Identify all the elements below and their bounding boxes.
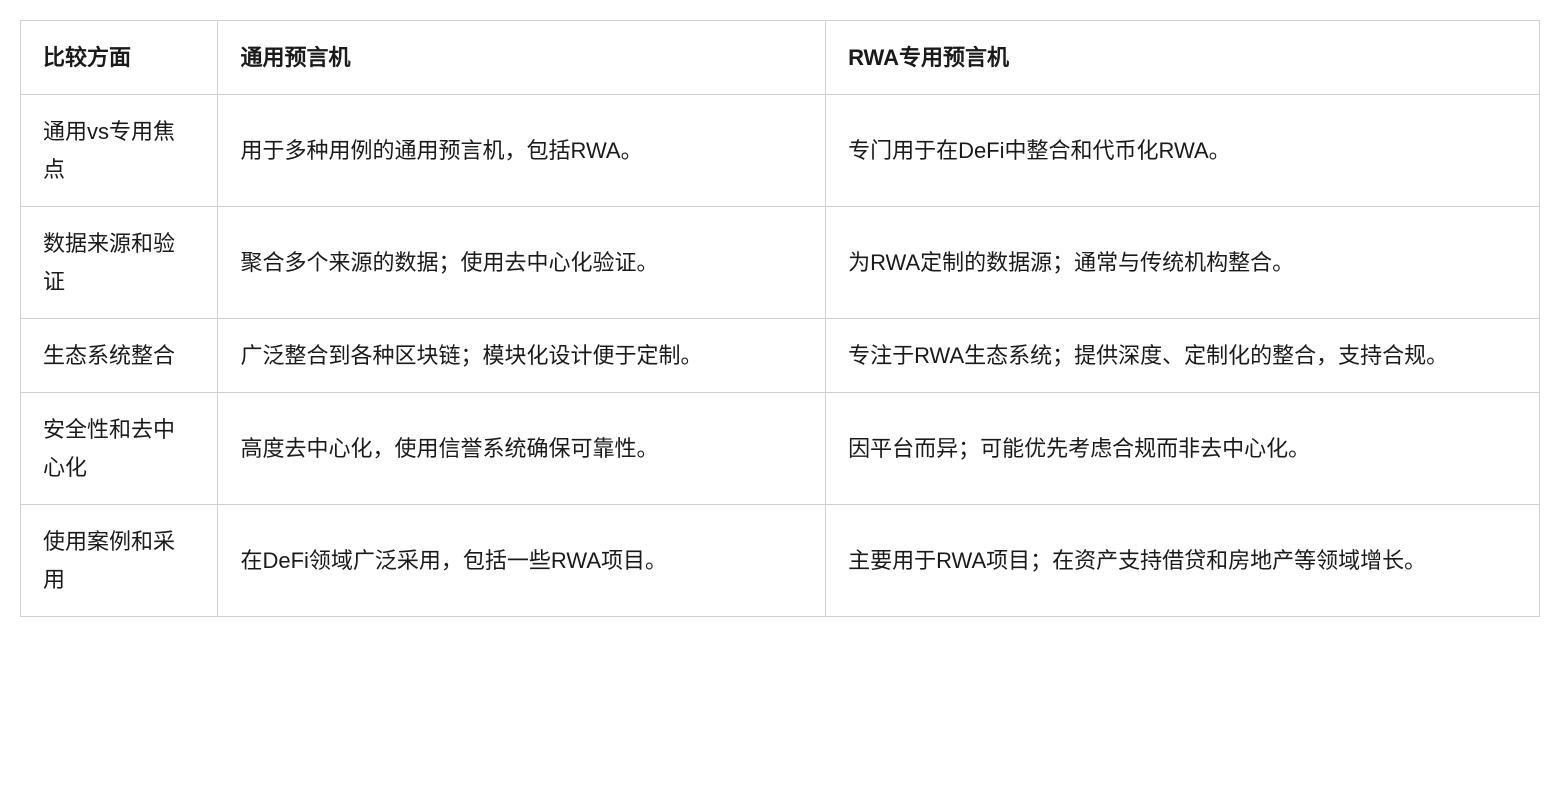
- row-label: 通用vs专用焦点: [21, 95, 218, 207]
- column-header-general: 通用预言机: [218, 21, 826, 95]
- table-header-row: 比较方面 通用预言机 RWA专用预言机: [21, 21, 1540, 95]
- cell-rwa: 因平台而异；可能优先考虑合规而非去中心化。: [826, 393, 1540, 505]
- table-row: 安全性和去中心化 高度去中心化，使用信誉系统确保可靠性。 因平台而异；可能优先考…: [21, 393, 1540, 505]
- cell-rwa: 专门用于在DeFi中整合和代币化RWA。: [826, 95, 1540, 207]
- cell-general: 广泛整合到各种区块链；模块化设计便于定制。: [218, 318, 826, 392]
- table-row: 数据来源和验证 聚合多个来源的数据；使用去中心化验证。 为RWA定制的数据源；通…: [21, 207, 1540, 319]
- cell-rwa: 专注于RWA生态系统；提供深度、定制化的整合，支持合规。: [826, 318, 1540, 392]
- cell-rwa: 主要用于RWA项目；在资产支持借贷和房地产等领域增长。: [826, 505, 1540, 617]
- cell-general: 高度去中心化，使用信誉系统确保可靠性。: [218, 393, 826, 505]
- cell-rwa: 为RWA定制的数据源；通常与传统机构整合。: [826, 207, 1540, 319]
- cell-general: 在DeFi领域广泛采用，包括一些RWA项目。: [218, 505, 826, 617]
- column-header-rwa: RWA专用预言机: [826, 21, 1540, 95]
- cell-general: 聚合多个来源的数据；使用去中心化验证。: [218, 207, 826, 319]
- table-row: 使用案例和采用 在DeFi领域广泛采用，包括一些RWA项目。 主要用于RWA项目…: [21, 505, 1540, 617]
- row-label: 数据来源和验证: [21, 207, 218, 319]
- table-row: 通用vs专用焦点 用于多种用例的通用预言机，包括RWA。 专门用于在DeFi中整…: [21, 95, 1540, 207]
- cell-general: 用于多种用例的通用预言机，包括RWA。: [218, 95, 826, 207]
- table-row: 生态系统整合 广泛整合到各种区块链；模块化设计便于定制。 专注于RWA生态系统；…: [21, 318, 1540, 392]
- column-header-aspect: 比较方面: [21, 21, 218, 95]
- row-label: 生态系统整合: [21, 318, 218, 392]
- comparison-table: 比较方面 通用预言机 RWA专用预言机 通用vs专用焦点 用于多种用例的通用预言…: [20, 20, 1540, 617]
- row-label: 安全性和去中心化: [21, 393, 218, 505]
- row-label: 使用案例和采用: [21, 505, 218, 617]
